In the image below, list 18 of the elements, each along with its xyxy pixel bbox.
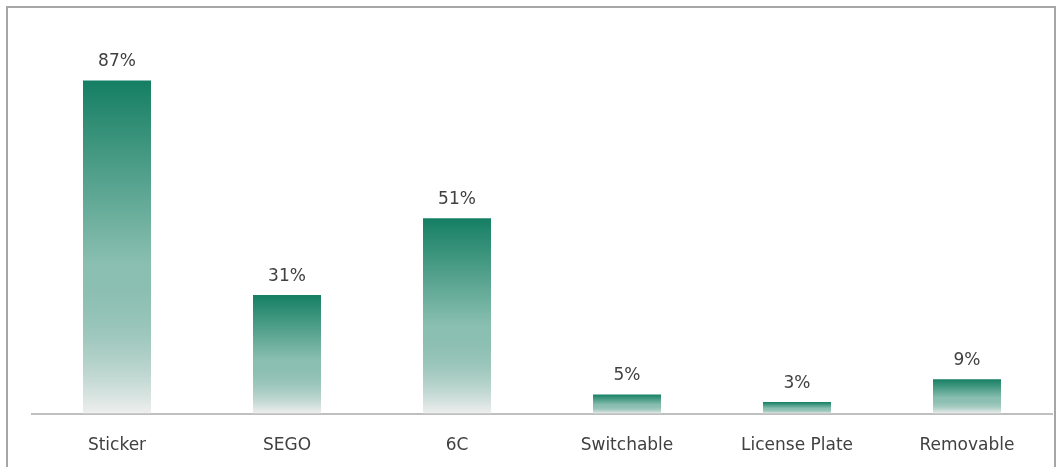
bar [593,394,661,414]
bar [933,379,1001,414]
bar [253,294,321,414]
data-label: 31% [268,264,306,285]
x-tick-label: Switchable [580,434,674,455]
data-label: 87% [98,50,136,71]
x-tick-label: License Plate [740,434,854,455]
x-tick-label: 6C [445,434,469,455]
bar [423,218,491,414]
data-label: 3% [783,372,811,393]
data-label: 9% [953,349,981,370]
x-tick-label: Removable [919,434,1015,455]
x-tick-label: SEGO [262,434,312,455]
data-label: 51% [438,188,476,209]
bar [83,80,151,414]
bar [763,402,831,414]
x-tick-label: Sticker [87,434,147,455]
data-label: 5% [613,364,641,385]
